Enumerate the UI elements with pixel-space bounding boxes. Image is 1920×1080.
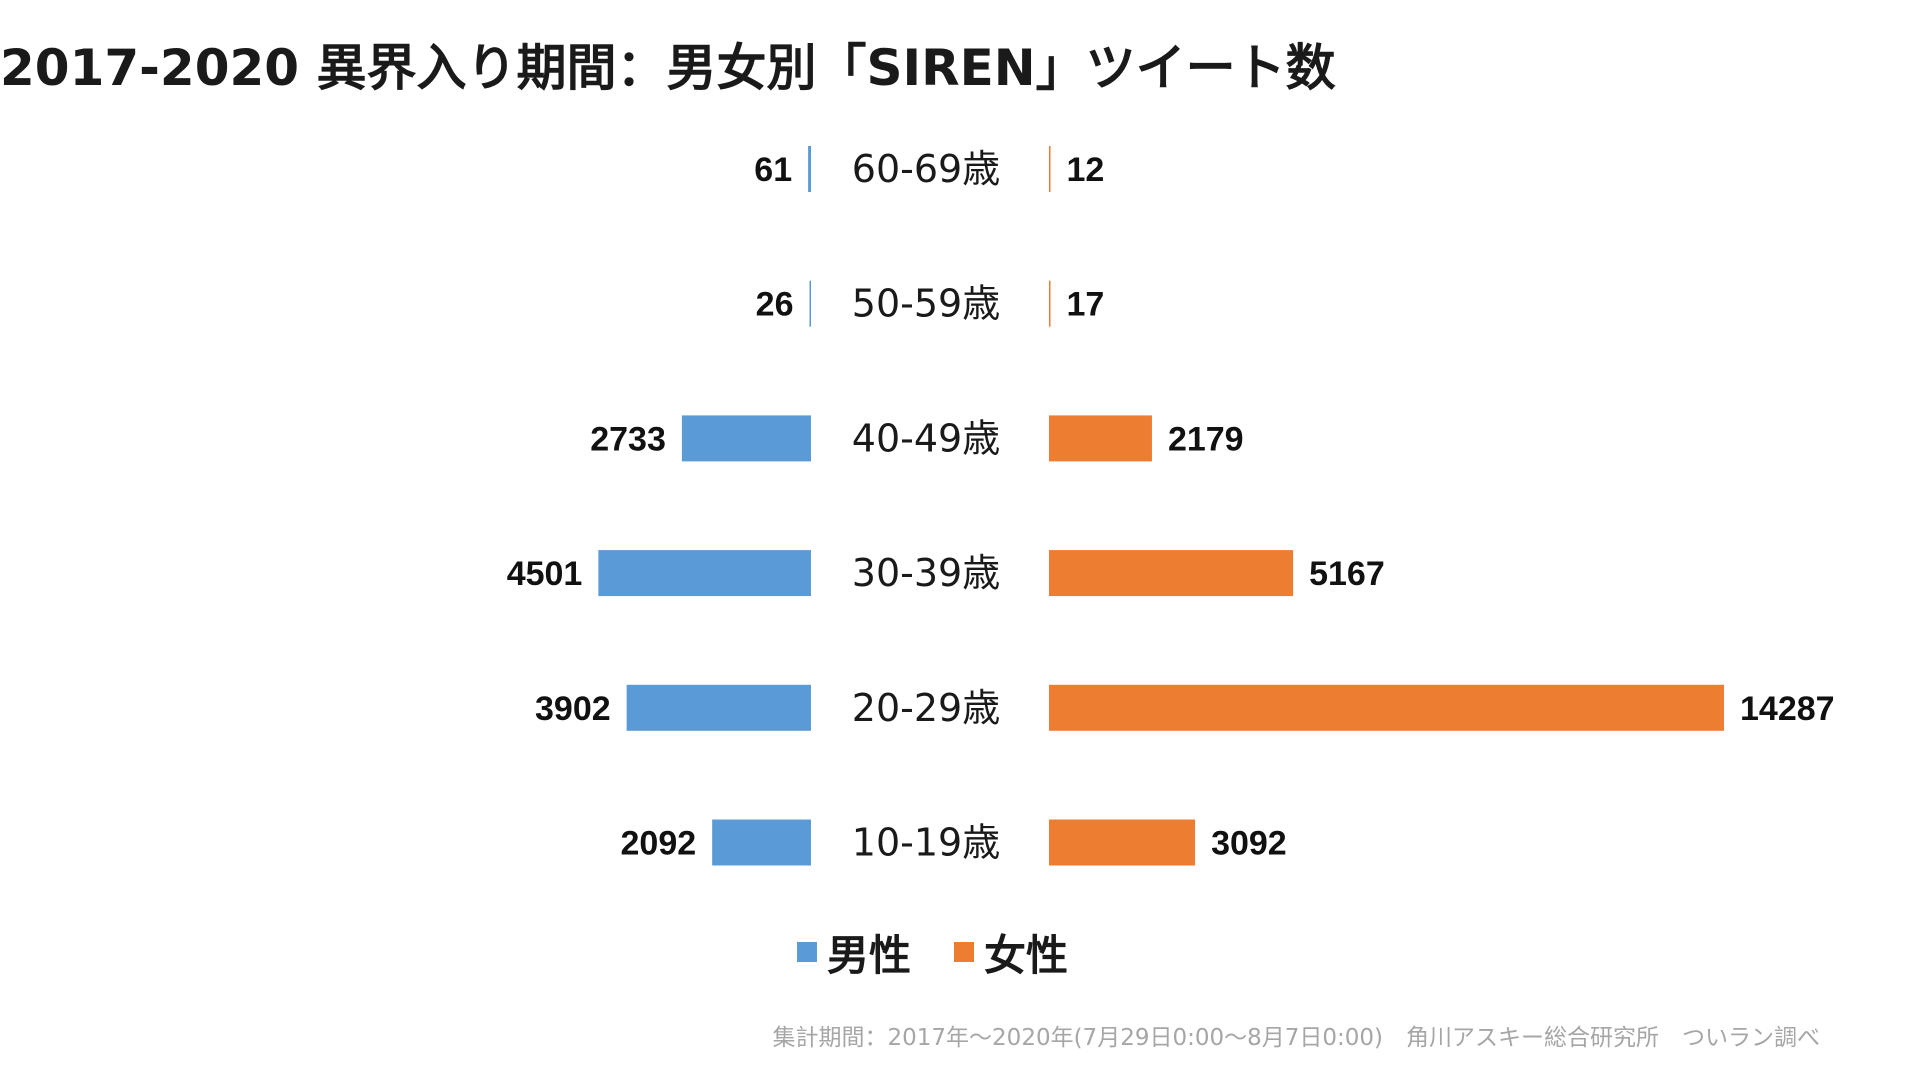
category-label: 50-59歳 bbox=[852, 282, 1000, 326]
legend-swatch-female bbox=[954, 942, 974, 962]
data-label-male: 2733 bbox=[590, 420, 666, 458]
legend: 男性 女性 bbox=[0, 924, 1920, 980]
data-label-female: 3092 bbox=[1211, 825, 1287, 863]
data-label-male: 61 bbox=[754, 151, 792, 189]
legend-item-male: 男性 bbox=[797, 924, 911, 980]
category-label: 60-69歳 bbox=[852, 147, 1000, 191]
legend-swatch-male bbox=[797, 942, 817, 962]
data-label-female: 12 bbox=[1067, 151, 1105, 189]
bar-female bbox=[1049, 280, 1051, 327]
data-label-male: 4501 bbox=[507, 555, 583, 593]
category-label: 20-29歳 bbox=[852, 686, 1000, 730]
data-label-female: 2179 bbox=[1168, 420, 1244, 458]
data-label-male: 2092 bbox=[621, 825, 697, 863]
data-label-female: 14287 bbox=[1740, 690, 1835, 728]
legend-label-male: 男性 bbox=[827, 930, 912, 980]
data-label-male: 3902 bbox=[535, 690, 611, 728]
legend-item-female: 女性 bbox=[954, 924, 1068, 980]
bar-female bbox=[1049, 684, 1724, 731]
bar-male bbox=[808, 146, 811, 192]
bar-female bbox=[1049, 819, 1196, 866]
footnote: 集計期間：2017年～2020年(7月29日0:00～8月7日0:00) 角川ア… bbox=[772, 1025, 1820, 1051]
bar-male bbox=[626, 684, 811, 731]
category-label: 10-19歳 bbox=[852, 821, 1000, 865]
category-label: 30-39歳 bbox=[852, 551, 1000, 595]
legend-label-female: 女性 bbox=[984, 930, 1069, 980]
bar-female bbox=[1049, 415, 1152, 462]
data-label-female: 17 bbox=[1067, 286, 1105, 324]
bar-female bbox=[1049, 146, 1051, 192]
bar-male bbox=[712, 819, 811, 866]
bar-male bbox=[598, 550, 811, 597]
data-label-male: 26 bbox=[756, 286, 794, 324]
bar-male bbox=[809, 280, 811, 327]
bar-female bbox=[1049, 550, 1294, 597]
bar-male bbox=[681, 415, 811, 462]
chart-title: 2017-2020 異界入り期間：男女別「SIREN」ツイート数 bbox=[0, 39, 1336, 97]
data-label-female: 5167 bbox=[1309, 555, 1385, 593]
category-label: 40-49歳 bbox=[852, 416, 1000, 460]
